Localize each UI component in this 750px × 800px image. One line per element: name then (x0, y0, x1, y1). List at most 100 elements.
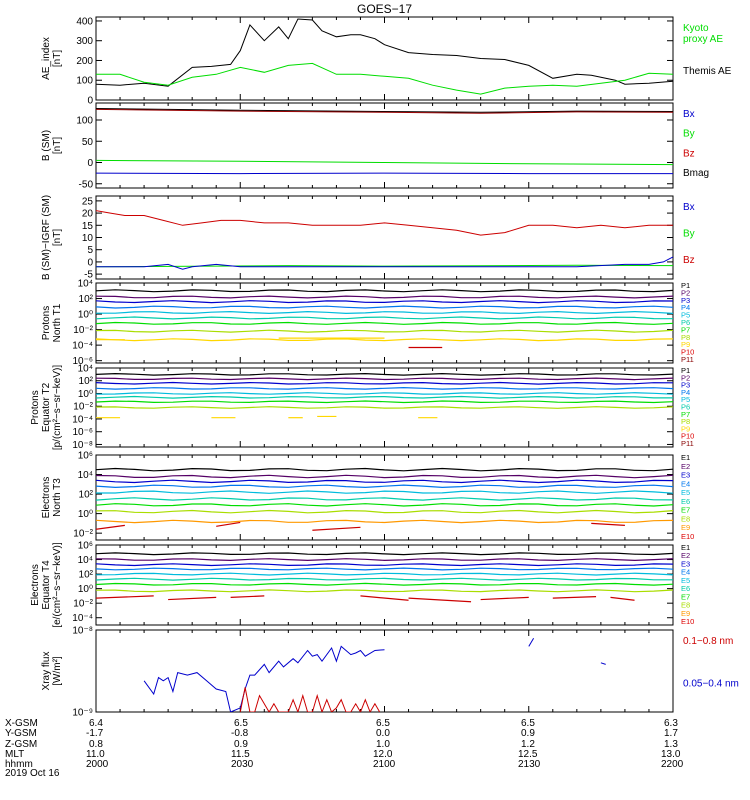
legend-entry: E7 (681, 592, 690, 601)
eph-value: 6.3 (664, 718, 678, 729)
panel-7: 10⁶ 10⁴ 10² 10⁰ 10⁻² 10⁻⁴ Electrons Equator T4[… (30, 541, 694, 628)
legend-entry: P4 (681, 388, 690, 397)
legend-entry: Bz (683, 255, 695, 266)
series-line (239, 687, 381, 712)
channel-line (96, 381, 673, 385)
legend-entry: E10 (681, 532, 694, 541)
channel-line (96, 406, 673, 409)
panel-frame (95, 629, 674, 713)
eph-value: 2130 (518, 759, 541, 771)
eph-value: 0.9 (234, 738, 248, 750)
legend-entry: Kyoto (683, 23, 709, 34)
y-tick-label: 0 (87, 96, 93, 107)
y-axis-label: Electrons (30, 564, 41, 606)
legend-entry: E9 (681, 609, 690, 618)
channel-fragment (610, 596, 635, 601)
channel-fragment (552, 596, 597, 599)
y-tick-label: 100 (76, 116, 93, 127)
legend-entry: E1 (681, 453, 690, 462)
y-tick-label: 10⁶ (78, 541, 93, 552)
legend-entry: Themis AE (683, 66, 732, 77)
eph-value: 12.5 (518, 748, 538, 760)
y-tick-label: 10⁻⁸ (72, 626, 93, 637)
eph-value: 11.5 (231, 748, 250, 760)
eph-value: 2000 (86, 759, 109, 771)
legend-entry: E3 (681, 471, 690, 480)
legend-entry: E2 (681, 462, 690, 471)
y-axis-label: Protons (41, 306, 52, 340)
legend-entry: Bz (683, 148, 695, 159)
legend-entry: Bx (683, 202, 695, 213)
legend-entry: E5 (681, 488, 690, 497)
channel-fragment (312, 526, 361, 531)
channel-fragment (591, 522, 625, 526)
series-line (528, 637, 535, 647)
legend-entry: P6 (681, 403, 690, 412)
eph-value: 0.0 (376, 728, 390, 740)
legend-entry: P1 (681, 281, 690, 290)
channel-line (96, 497, 673, 501)
legend-entry: By (683, 129, 695, 140)
legend-entry: P5 (681, 395, 690, 404)
legend-entry: Bmag (683, 168, 709, 179)
data-layer (96, 467, 673, 531)
channel-line (96, 395, 673, 399)
legend-entry: E7 (681, 506, 690, 515)
legend-entry: E6 (681, 584, 690, 593)
data-layer (96, 108, 673, 175)
channel-fragment (168, 596, 217, 601)
data-layer (96, 210, 673, 270)
channel-line (96, 289, 673, 293)
channel-fragment (216, 521, 241, 527)
channel-line (96, 377, 673, 381)
eph-value: 1.7 (664, 728, 678, 740)
channel-line (96, 329, 673, 333)
eph-value: 1.0 (376, 738, 390, 750)
y-tick-label: 10 (82, 233, 94, 244)
legend-entry: E1 (681, 543, 690, 552)
y-tick-label: 10⁻⁶ (72, 427, 93, 438)
legend-entry: P2 (681, 373, 690, 382)
panel-frame (95, 102, 674, 189)
y-axis-label: [W/m²] (52, 656, 63, 686)
legend-entry: P7 (681, 410, 690, 419)
y-tick-label: 10² (79, 570, 94, 581)
y-tick-label: 10⁻⁹ (72, 708, 93, 719)
eph-value: 12.0 (373, 748, 393, 760)
eph-value: 2200 (661, 759, 684, 771)
channel-line (96, 582, 673, 586)
y-tick-label: 25 (82, 196, 94, 207)
channel-line (96, 552, 673, 556)
series-line (96, 172, 673, 175)
channel-fragment (96, 524, 125, 530)
legend-entry: 0.05−0.4 nm (683, 679, 739, 690)
legend-entry: E6 (681, 497, 690, 506)
y-tick-label: 10⁻² (73, 402, 93, 413)
series-line (600, 662, 606, 665)
data-layer (96, 372, 673, 419)
y-tick-label: 10⁰ (78, 389, 93, 400)
y-axis-label: Protons (30, 390, 41, 424)
eph-label: Z-GSM (5, 738, 38, 750)
y-tick-label: 50 (82, 137, 94, 148)
y-tick-label: 200 (76, 56, 93, 67)
y-tick-label: 10⁰ (78, 584, 93, 595)
legend-entry: P6 (681, 318, 690, 327)
y-tick-label: 10⁻² (73, 529, 93, 540)
series-line (143, 645, 385, 712)
legend-entry: P2 (681, 288, 690, 297)
channel-line (96, 567, 673, 571)
y-tick-label: 10⁻⁴ (72, 613, 93, 624)
channel-line (96, 589, 673, 593)
legend-entry: P10 (681, 348, 694, 357)
y-tick-label: 10² (79, 294, 94, 305)
series-line (96, 108, 673, 114)
panel-8: 10⁻⁸ 10⁻⁹ Xray flux [W/m²] 0.1−0.8 nm 0.05−0.… (41, 626, 739, 719)
y-axis-label: Electrons (41, 477, 52, 519)
y-axis-label: [nT] (52, 50, 63, 67)
channel-line (96, 295, 673, 299)
y-tick-label: 10⁴ (78, 279, 93, 290)
y-axis-label: [p/(cm²−s−sr−keV)] (52, 365, 63, 451)
legend-entry: P9 (681, 424, 690, 433)
